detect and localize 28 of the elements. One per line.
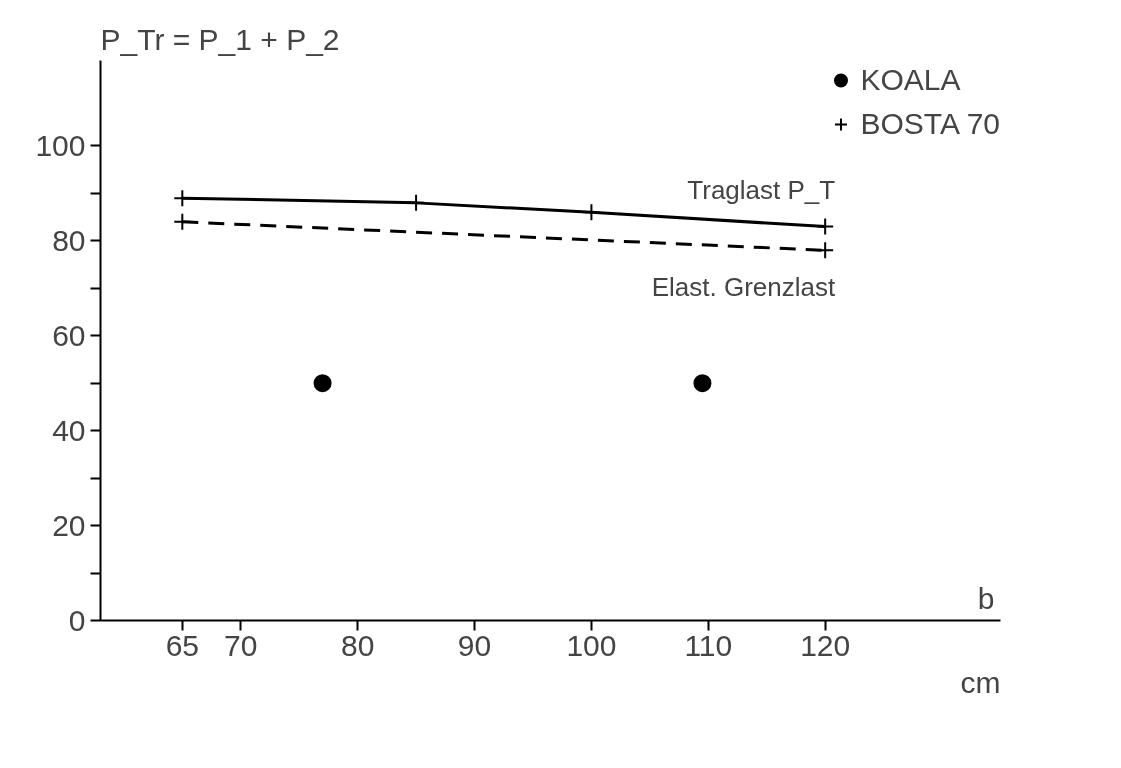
point [582,203,601,222]
x-axis-title: b [977,581,995,615]
y-tick-label: 20 [52,508,86,542]
x-tick-label: 65 [165,628,200,662]
x-tick-label: 70 [224,628,258,662]
x-tick-label: 90 [457,628,492,662]
point [816,217,835,236]
point [173,189,192,208]
point [173,212,192,231]
x-tick-label: 80 [340,628,375,662]
y-tick-label: 60 [52,318,86,352]
y-tick-label: 0 [68,603,86,637]
legend-label: KOALA [860,63,961,97]
point [313,374,332,393]
annotation: Elast. Grenzlast [651,272,836,303]
annotation: Traglast P_T [687,174,836,205]
x-tick-label: 120 [800,628,851,662]
point [693,374,712,393]
y-tick-label: 40 [52,413,86,447]
x-tick-label: 100 [566,628,617,662]
point [816,241,835,260]
y-tick-label: 80 [52,223,86,257]
y-axis-title: P_Tr = P_1 + P_2 [100,22,340,56]
point [407,193,426,212]
x-tick-label: 110 [684,628,733,662]
text: cm [960,665,1001,699]
y-tick-label: 100 [35,128,86,162]
legend-label: BOSTA 70 [860,107,1000,141]
